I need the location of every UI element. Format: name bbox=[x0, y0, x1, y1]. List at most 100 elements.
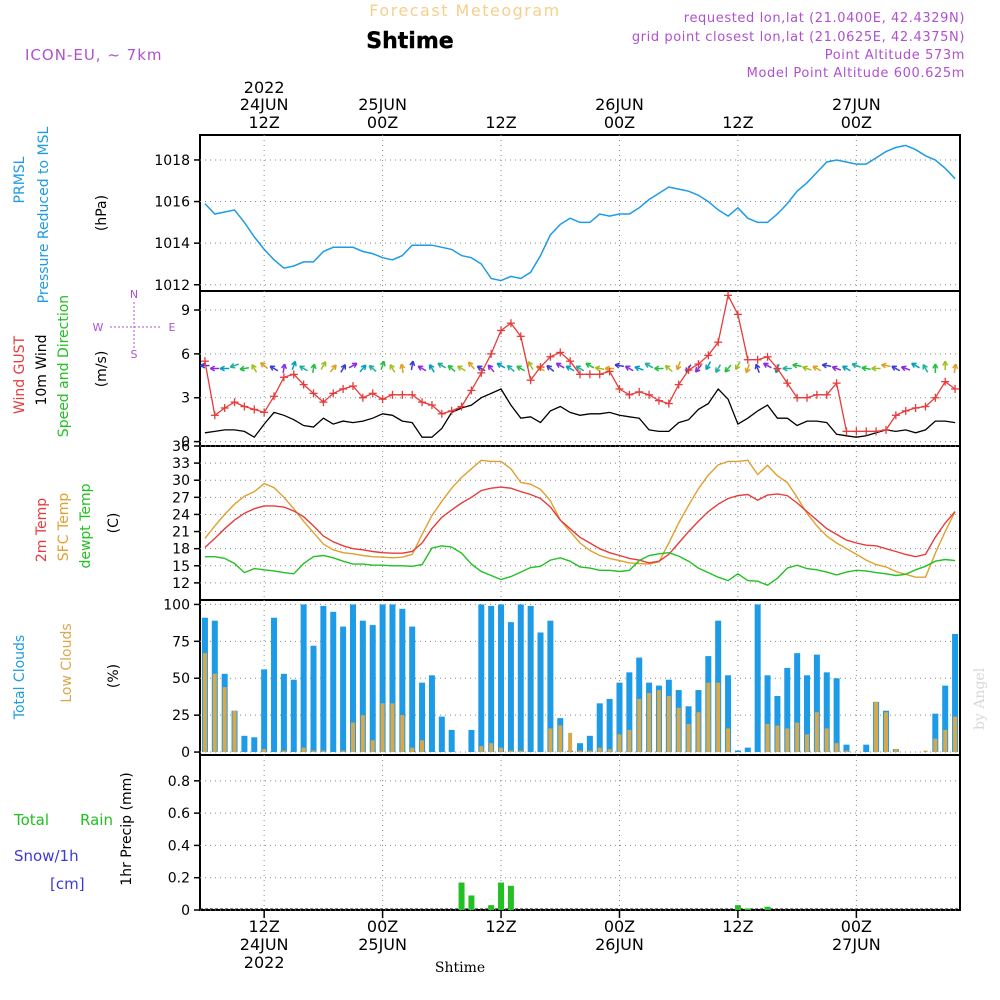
watermark: by Angel bbox=[972, 667, 988, 730]
low-cloud-bar bbox=[479, 746, 484, 753]
low-cloud-bar bbox=[370, 740, 375, 753]
low-cloud-bar bbox=[706, 682, 711, 753]
gust-marker bbox=[210, 411, 219, 420]
y-tick-label: 0.2 bbox=[168, 871, 190, 887]
wind-direction-arrow bbox=[932, 363, 939, 373]
gust-marker bbox=[832, 379, 841, 388]
wind-direction-arrow bbox=[675, 361, 682, 371]
wind-direction-arrow bbox=[715, 364, 722, 374]
low-cloud-bar bbox=[578, 750, 582, 753]
gust-marker bbox=[487, 349, 496, 358]
gust-marker bbox=[674, 380, 683, 389]
rain-bar bbox=[734, 905, 741, 910]
wind-direction-arrow bbox=[348, 362, 358, 369]
gust-marker bbox=[803, 393, 812, 402]
total-cloud-bar bbox=[340, 626, 347, 753]
wind-direction-arrow bbox=[447, 364, 456, 372]
low-cloud-bar bbox=[933, 738, 938, 753]
wind-direction-arrow bbox=[754, 363, 761, 373]
gust-marker bbox=[388, 390, 397, 399]
total-cloud-bar bbox=[280, 673, 287, 753]
total-cloud-bar bbox=[547, 620, 554, 753]
wind-direction-arrow bbox=[506, 364, 515, 372]
total-cloud-bar bbox=[932, 713, 939, 753]
wind-direction-arrow bbox=[891, 365, 901, 372]
gust-marker bbox=[911, 403, 920, 412]
gridpoint-coords: grid point closest lon,lat (21.0625E, 42… bbox=[632, 30, 965, 45]
low-cloud-bar bbox=[400, 715, 405, 753]
y-tick-label: 24 bbox=[172, 507, 190, 523]
gust-marker bbox=[654, 396, 663, 405]
wind-direction-arrow bbox=[417, 365, 427, 372]
low-cloud-bar bbox=[548, 728, 553, 753]
top-date-label: 27JUN bbox=[832, 95, 881, 114]
wind-direction-arrow bbox=[200, 362, 210, 369]
total-cloud-bar bbox=[389, 604, 396, 753]
wind-direction-arrow bbox=[831, 365, 842, 372]
total-cloud-bar bbox=[725, 675, 732, 753]
gust-marker bbox=[220, 403, 229, 412]
y-tick-label: 100 bbox=[163, 597, 190, 613]
low-cloud-bar bbox=[360, 715, 365, 753]
temp-unit-label: (C) bbox=[106, 513, 122, 534]
y-tick-label: 0 bbox=[181, 435, 190, 451]
wind-direction-arrow bbox=[734, 361, 741, 371]
total-cloud-bar bbox=[241, 735, 248, 753]
gust-marker bbox=[457, 402, 466, 411]
low-cloud-bar bbox=[726, 728, 731, 753]
total-cloud-bar bbox=[813, 654, 820, 753]
total-cloud-bar bbox=[251, 737, 258, 753]
panel-3: 0 25 50 75 100 bbox=[163, 597, 961, 761]
total-cloud-bar bbox=[942, 685, 949, 753]
panel-frame bbox=[199, 754, 961, 911]
bottom-date-label: 27JUN bbox=[832, 935, 881, 954]
total-cloud-bar bbox=[626, 672, 633, 753]
wind-unit-label: (m/s) bbox=[94, 351, 110, 388]
total-cloud-bar bbox=[596, 703, 603, 753]
wind-direction-arrow bbox=[841, 365, 851, 372]
top-hour-label: 12Z bbox=[248, 113, 279, 132]
snow-label: Snow/1h bbox=[14, 847, 79, 865]
wind-direction-arrow bbox=[527, 361, 534, 370]
y-tick-label: 18 bbox=[172, 542, 190, 558]
total-cloud-bar bbox=[537, 632, 544, 753]
wind-direction-arrow bbox=[320, 361, 327, 370]
gust-marker bbox=[733, 310, 742, 319]
gust-marker bbox=[368, 389, 377, 398]
y-tick-label: 1018 bbox=[154, 153, 190, 169]
wind-direction-arrow bbox=[291, 360, 297, 371]
chart-panels: 1012101410161018036912151821242730333602… bbox=[12, 126, 961, 919]
total-cloud-bar bbox=[774, 695, 781, 753]
wind-direction-arrow bbox=[594, 365, 605, 372]
gust-marker bbox=[437, 409, 446, 418]
wind-direction-arrow bbox=[911, 362, 920, 369]
y-tick-label: 21 bbox=[172, 525, 190, 541]
gust-marker bbox=[891, 411, 900, 420]
sfc-temp-axis-label: SFC Temp bbox=[56, 493, 72, 562]
low-cloud-bar bbox=[814, 712, 819, 753]
compass-e-label: E bbox=[169, 321, 176, 334]
low-cloud-bar bbox=[410, 747, 415, 753]
panel-4: 0 0.2 0.4 0.6 0.8 bbox=[168, 754, 961, 919]
compass-s-label: S bbox=[131, 348, 138, 361]
model-label: ICON-EU, ~ 7km bbox=[25, 46, 163, 64]
wind-direction-arrow bbox=[340, 363, 347, 373]
gust-marker bbox=[566, 357, 575, 366]
total-cloud-bar bbox=[517, 604, 524, 753]
total-cloud-bar bbox=[616, 682, 623, 753]
top-year-label: 2022 bbox=[244, 78, 285, 97]
low-cloud-bar bbox=[874, 701, 879, 753]
wind-gust-line bbox=[204, 293, 956, 433]
gust-marker bbox=[516, 332, 525, 341]
wind-direction-arrow bbox=[229, 362, 240, 369]
low-cloud-bar bbox=[321, 750, 326, 753]
low-cloud-bar bbox=[676, 707, 681, 753]
total-cloud-bar bbox=[448, 729, 455, 753]
bottom-year-label: 2022 bbox=[244, 953, 285, 972]
gust-marker bbox=[477, 368, 486, 377]
total-cloud-bar bbox=[952, 633, 959, 753]
gust-marker bbox=[615, 384, 624, 393]
low-cloud-bar bbox=[923, 750, 928, 753]
gust-marker bbox=[822, 390, 831, 399]
